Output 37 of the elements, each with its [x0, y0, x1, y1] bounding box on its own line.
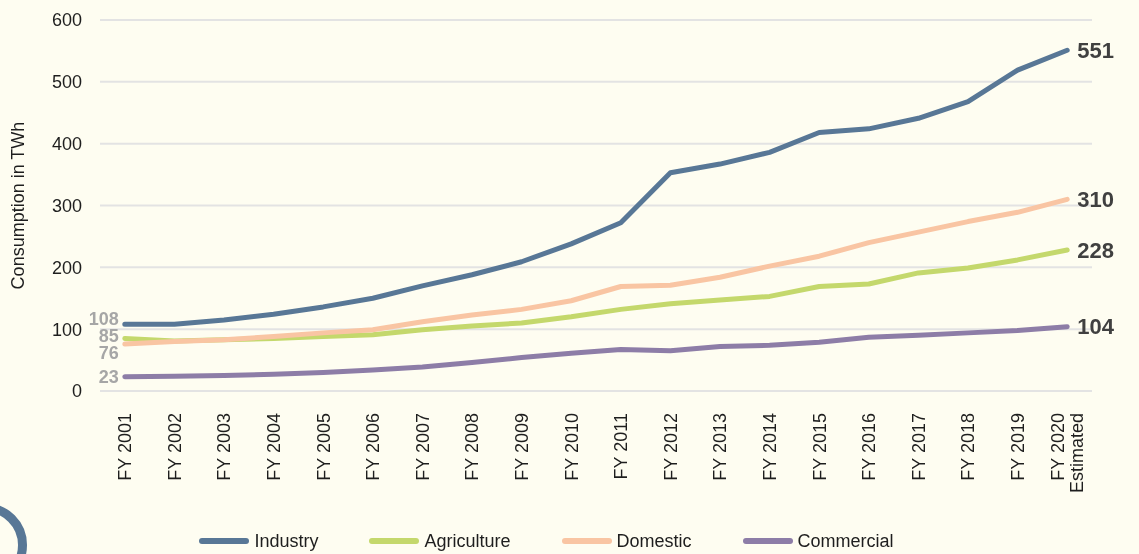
x-tick-label: FY 2009: [511, 413, 532, 481]
x-tick-label: FY 2004: [263, 413, 284, 481]
legend-label: Industry: [254, 530, 319, 552]
y-tick-label: 300: [51, 195, 82, 216]
x-tick-label: FY 2017: [908, 413, 929, 481]
x-tick-label: FY 2002: [164, 413, 185, 481]
x-tick-label: FY 2014: [759, 413, 780, 481]
x-tick-label: FY 2012: [660, 413, 681, 481]
x-tick-label: FY 2006: [363, 413, 384, 481]
x-tick-label: FY 2020 Estimated: [1047, 413, 1088, 494]
data-label: 310: [1077, 187, 1114, 213]
data-label: 104: [1077, 314, 1115, 340]
y-axis-title: Consumption in TWh: [8, 121, 29, 290]
data-label: 551: [1077, 38, 1114, 63]
x-tick-label: FY 2003: [214, 413, 235, 481]
x-tick-label: FY 2008: [462, 413, 483, 481]
x-tick-label: FY 2018: [958, 413, 979, 481]
y-tick-label: 200: [51, 257, 82, 278]
y-tick-label: 600: [51, 10, 82, 31]
y-tick-label: 100: [51, 319, 82, 340]
legend-label: Domestic: [616, 530, 692, 552]
x-tick-label: FY 2016: [859, 413, 880, 481]
data-label: 228: [1077, 237, 1114, 263]
y-tick-label: 0: [71, 381, 82, 402]
x-tick-label: FY 2011: [611, 413, 632, 480]
x-tick-label: FY 2019: [1007, 413, 1028, 481]
x-tick-label: FY 2001: [115, 413, 136, 481]
legend-label: Commercial: [797, 530, 894, 552]
x-tick-label: FY 2013: [710, 413, 731, 481]
x-tick-label: FY 2007: [412, 413, 433, 481]
x-tick-label: FY 2015: [809, 413, 830, 481]
y-tick-label: 400: [51, 134, 82, 155]
data-label: 23: [98, 367, 119, 388]
legend-label: Agriculture: [424, 530, 511, 552]
x-tick-label: FY 2005: [313, 413, 334, 481]
x-tick-label: FY 2010: [561, 413, 582, 481]
y-tick-label: 500: [51, 72, 82, 93]
